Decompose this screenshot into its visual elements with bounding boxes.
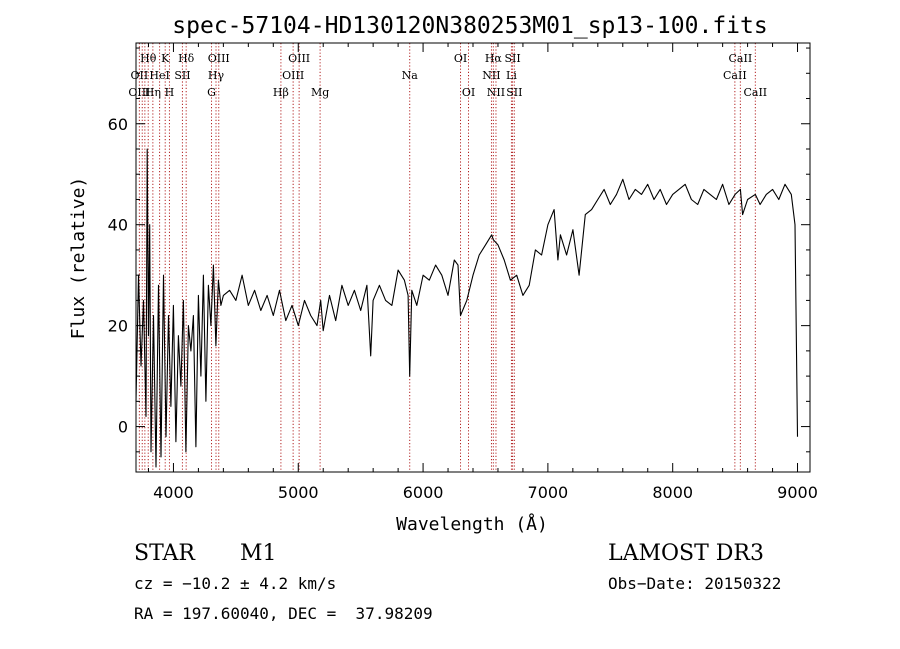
y-tick-label: 20 (108, 317, 128, 336)
line-label: OIII (128, 86, 150, 99)
line-label: HeI (149, 69, 169, 82)
line-label: Li (506, 69, 517, 82)
line-label: OII (131, 69, 149, 82)
line-label: OI (454, 52, 467, 65)
line-label: Hδ (178, 52, 195, 65)
series-flux (135, 148, 799, 468)
line-label: K (161, 52, 170, 65)
line-label: G (207, 86, 216, 99)
line-label: Hα (485, 52, 503, 65)
x-tick-label: 5000 (278, 483, 319, 502)
line-label: CaII (723, 69, 747, 82)
line-label: Mg (311, 86, 329, 99)
line-label: Hη (145, 86, 161, 99)
y-tick-label: 60 (108, 115, 128, 134)
line-label: CaII (743, 86, 767, 99)
line-label: Na (402, 69, 419, 82)
redshift-text: cz = −10.2 ± 4.2 km/s (134, 574, 337, 593)
line-label: OIII (282, 69, 304, 82)
x-axis: 4000 5000 6000 7000 8000 9000 (147, 43, 818, 502)
y-axis: 0 20 40 60 (108, 47, 810, 453)
line-markers (138, 43, 756, 472)
line-label: SII (174, 69, 190, 82)
y-tick-label: 40 (108, 216, 128, 235)
y-axis-label: Flux (relative) (68, 177, 89, 340)
line-label: Hβ (273, 86, 289, 99)
line-label: SII (504, 52, 520, 65)
line-label: Hθ (140, 52, 157, 65)
obs-date-text: Obs−Date: 20150322 (608, 574, 782, 593)
line-label: CaII (729, 52, 753, 65)
object-subclass: M1 (240, 541, 277, 566)
line-label: OIII (288, 52, 310, 65)
line-label: OIII (208, 52, 230, 65)
line-label: H (165, 86, 175, 99)
line-label: Hγ (208, 69, 225, 82)
line-label: SII (506, 86, 522, 99)
chart-title: spec-57104-HD130120N380253M01_sp13-100.f… (172, 13, 767, 39)
x-tick-label: 7000 (528, 483, 569, 502)
radec-text: RA = 197.60040, DEC = 37.98209 (134, 604, 433, 623)
survey-name: LAMOST DR3 (608, 541, 764, 566)
x-tick-label: 8000 (652, 483, 693, 502)
x-tick-label: 9000 (777, 483, 818, 502)
y-tick-label: 0 (118, 418, 128, 437)
series-group (135, 148, 799, 468)
x-tick-label: 6000 (403, 483, 444, 502)
line-label: NII (487, 86, 505, 99)
line-labels: Hθ OII OIII K HeI Hη H SII Hδ OIII Hγ G Hβ OIII OIII Mg… (128, 52, 767, 99)
x-tick-label: 4000 (153, 483, 194, 502)
object-class: STAR (134, 541, 195, 566)
plot-frame (135, 42, 811, 473)
line-label: NII (482, 69, 500, 82)
x-axis-label: Wavelength (Å) (396, 513, 548, 535)
line-label: OI (462, 86, 475, 99)
